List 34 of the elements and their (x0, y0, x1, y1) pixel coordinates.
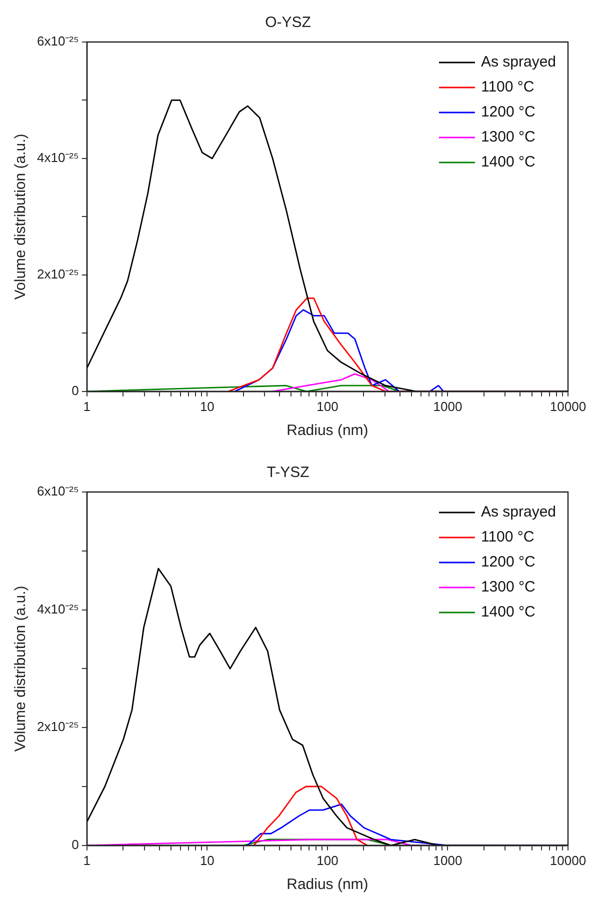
x-tick-label: 1000 (433, 398, 462, 414)
x-axis-title: Radius (nm) (286, 876, 368, 894)
y-axis-title: Volume distribution (a.u.) (12, 586, 30, 752)
y-tick-label: 6x10⁻²⁵ (36, 34, 79, 49)
y-tick-label: 2x10⁻²⁵ (36, 719, 79, 734)
legend-label: As sprayed (480, 54, 556, 71)
legend-label: 1200 °C (480, 554, 536, 571)
legend-label: 1200 °C (480, 104, 536, 121)
y-tick-label: 2x10⁻²⁵ (36, 266, 79, 282)
y-axis-title: Volume distribution (a.u.) (12, 134, 30, 300)
y-tick-label: 0 (72, 382, 79, 398)
x-tick-label: 100 (316, 852, 338, 868)
y-tick-label: 6x10⁻²⁵ (36, 484, 79, 499)
legend-label: As sprayed (480, 504, 556, 521)
x-tick-label: 10 (200, 398, 214, 414)
legend-label: 1300 °C (480, 578, 536, 596)
x-tick-label: 1 (83, 398, 91, 414)
y-tick-label: 4x10⁻²⁵ (36, 601, 79, 616)
x-tick-label: 10 (200, 852, 214, 868)
x-tick-label: 10000 (550, 852, 586, 868)
legend-label: 1400 °C (480, 154, 536, 171)
y-tick-label: 4x10⁻²⁵ (36, 150, 79, 166)
legend-label: 1400 °C (480, 604, 536, 621)
x-tick-label: 100 (316, 398, 338, 414)
chart-title: O-YSZ (265, 14, 311, 32)
x-tick-label: 1000 (433, 852, 462, 868)
x-tick-label: 10000 (550, 398, 586, 414)
x-tick-label: 1 (83, 852, 91, 868)
legend-label: 1100 °C (480, 78, 534, 96)
y-tick-label: 0 (72, 836, 79, 852)
legend-label: 1100 °C (480, 528, 534, 546)
x-axis-title: Radius (nm) (286, 422, 368, 440)
chart-title: T-YSZ (266, 464, 310, 482)
legend-label: 1300 °C (480, 128, 536, 146)
